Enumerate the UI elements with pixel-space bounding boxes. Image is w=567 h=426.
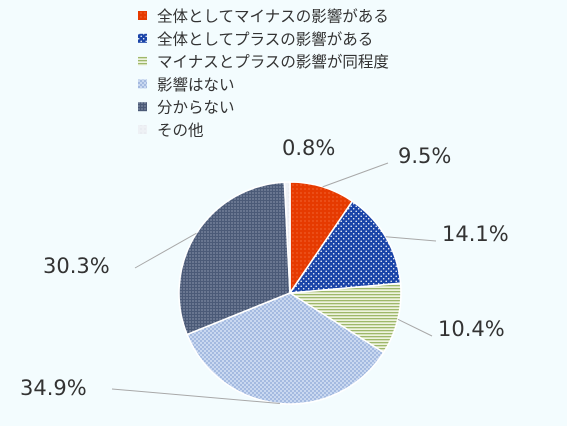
leader-line-0 — [322, 162, 389, 188]
data-label-5: 0.8% — [282, 136, 335, 160]
leader-line-2 — [397, 318, 433, 337]
legend-swatch-4 — [138, 102, 147, 112]
legend-label-1: 全体としてプラスの影響がある — [157, 30, 373, 48]
data-label-4: 30.3% — [43, 254, 110, 278]
legend-swatch-2 — [138, 56, 147, 66]
pie-slice-5 — [283, 181, 291, 294]
legend: 全体としてマイナスの影響がある全体としてプラスの影響があるマイナスとプラスの影響… — [138, 8, 389, 140]
legend-swatch-3 — [138, 79, 147, 89]
pie-slices — [178, 181, 402, 405]
data-label-1: 14.1% — [442, 222, 509, 246]
legend-label-3: 影響はない — [157, 76, 235, 94]
data-label-2: 10.4% — [438, 317, 505, 341]
leader-line-4 — [134, 232, 197, 269]
legend-swatch-5 — [138, 125, 147, 134]
leader-line-1 — [385, 236, 437, 242]
data-label-0: 9.5% — [398, 144, 451, 168]
legend-label-4: 分からない — [157, 99, 235, 117]
data-label-3: 34.9% — [20, 376, 87, 400]
legend-label-0: 全体としてマイナスの影響がある — [157, 8, 389, 26]
legend-swatch-1 — [138, 33, 147, 43]
legend-label-5: その他 — [157, 122, 204, 140]
legend-label-2: マイナスとプラスの影響が同程度 — [157, 53, 389, 71]
data-labels: 9.5% 14.1% 10.4% 34.9% 30.3% 0.8% — [20, 136, 509, 400]
pie-slice-2 — [287, 282, 402, 354]
pie-slice-3 — [186, 292, 385, 405]
leader-line-3 — [111, 388, 280, 404]
legend-swatch-0 — [138, 11, 147, 20]
leader-lines — [111, 162, 437, 404]
